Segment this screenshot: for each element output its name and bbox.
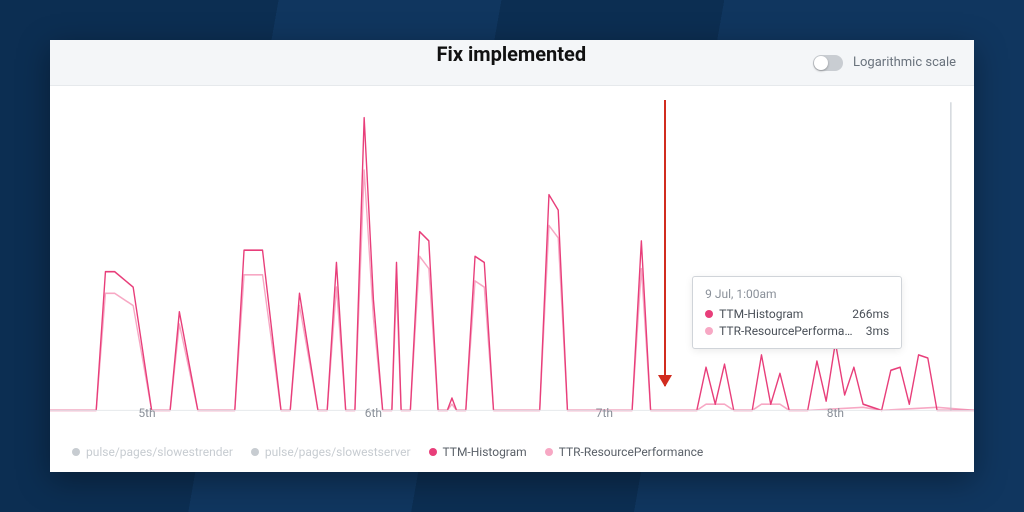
legend-item[interactable]: pulse/pages/slowestserver — [251, 445, 411, 459]
legend-label: TTM-Histogram — [443, 445, 527, 459]
x-tick-label: 6th — [365, 406, 382, 420]
chart-card: Logarithmic scale 5th 6th 7th 8th 9 Jul, 1:… — [50, 40, 974, 472]
legend-dot-icon — [72, 448, 80, 456]
chart-tooltip: 9 Jul, 1:00am TTM-Histogram 266ms TTR-Reso… — [692, 276, 902, 349]
legend-label: pulse/pages/slowestrender — [86, 445, 233, 459]
x-tick-label: 7th — [596, 406, 613, 420]
tooltip-row: TTR-ResourcePerforma… 3ms — [705, 324, 889, 338]
tooltip-series-value: 3ms — [866, 324, 889, 338]
legend-dot-icon — [251, 448, 259, 456]
legend-item[interactable]: TTM-Histogram — [429, 445, 527, 459]
tooltip-time: 9 Jul, 1:00am — [705, 287, 889, 301]
x-tick-label: 5th — [138, 406, 155, 420]
series-dot-icon — [705, 310, 713, 318]
log-scale-toggle[interactable] — [813, 55, 843, 71]
tooltip-series-value: 266ms — [852, 307, 889, 321]
series-dot-icon — [705, 327, 713, 335]
legend-item[interactable]: TTR-ResourcePerformance — [545, 445, 704, 459]
log-scale-label: Logarithmic scale — [853, 55, 956, 70]
tooltip-row: TTM-Histogram 266ms — [705, 307, 889, 321]
legend-dot-icon — [545, 448, 553, 456]
arrow-head-icon — [658, 375, 672, 387]
legend-label: TTR-ResourcePerformance — [559, 445, 704, 459]
tooltip-series-label: TTR-ResourcePerforma… — [719, 324, 860, 338]
legend-dot-icon — [429, 448, 437, 456]
toggle-knob — [814, 56, 828, 70]
chart-svg — [50, 86, 974, 432]
annotation-arrow — [664, 100, 666, 386]
x-axis-ticks: 5th 6th 7th 8th — [50, 406, 974, 428]
x-tick-label: 8th — [827, 406, 844, 420]
chart-plot[interactable]: 5th 6th 7th 8th 9 Jul, 1:00am TTM-Histogram… — [50, 86, 974, 432]
tooltip-series-label: TTM-Histogram — [719, 307, 846, 321]
chart-legend: pulse/pages/slowestrender pulse/pages/slo… — [50, 432, 974, 472]
legend-label: pulse/pages/slowestserver — [265, 445, 411, 459]
annotation-label: Fix implemented — [437, 42, 587, 66]
legend-item[interactable]: pulse/pages/slowestrender — [72, 445, 233, 459]
